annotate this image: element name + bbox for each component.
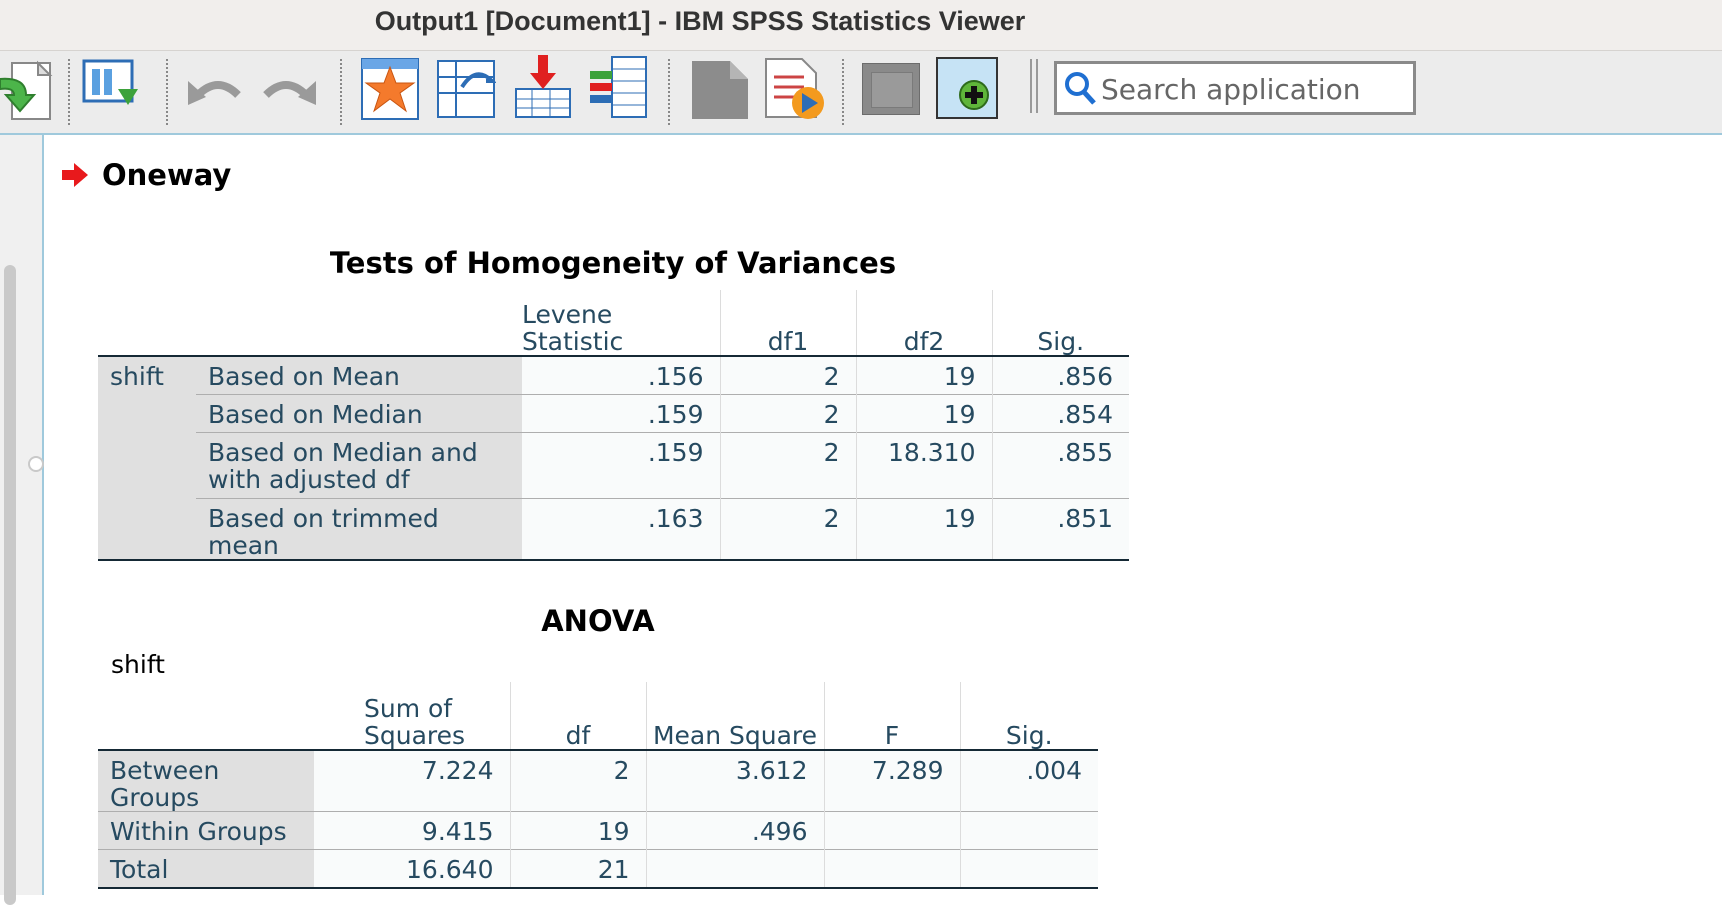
scrollbar-thumb[interactable] <box>4 265 16 905</box>
row-label: Based on Median and with adjusted df <box>196 431 522 498</box>
levene-table-title: Tests of Homogeneity of Variances <box>329 246 897 280</box>
table-cell <box>823 811 960 850</box>
table-cell: .854 <box>991 393 1129 432</box>
table-cell <box>823 849 960 888</box>
show-icon[interactable] <box>936 57 998 119</box>
row-label: Based on Median <box>196 393 522 432</box>
table-cell: 19 <box>509 811 646 850</box>
table-cell: .156 <box>522 356 720 394</box>
open-data-icon[interactable] <box>0 59 54 123</box>
table-cell: .496 <box>645 811 824 850</box>
column-header: Sig. <box>959 682 1098 750</box>
title-bar: Output1 [Document1] - IBM SPSS Statistic… <box>0 0 1722 51</box>
column-header: F <box>823 682 960 750</box>
table-cell: 7.289 <box>823 750 960 812</box>
table-cell: .159 <box>522 431 720 498</box>
column-header: df2 <box>855 290 992 356</box>
table-cell: 16.640 <box>314 849 510 888</box>
search-field[interactable] <box>1054 61 1416 115</box>
anova-table-title: ANOVA <box>541 604 655 638</box>
row-label: Based on trimmed mean <box>196 497 522 560</box>
variables-icon[interactable] <box>80 57 142 119</box>
table-cell <box>645 849 824 888</box>
output-heading[interactable]: Oneway <box>60 158 231 192</box>
table-cell: .855 <box>991 431 1129 498</box>
table-cell: 19 <box>855 356 992 394</box>
table-cell: .004 <box>959 750 1098 812</box>
run-icon[interactable] <box>764 57 826 123</box>
table-cell: .163 <box>522 497 720 560</box>
table-cell <box>959 849 1098 888</box>
row-group-label: shift <box>98 356 196 560</box>
row-label: Between Groups <box>98 750 314 812</box>
undo-icon[interactable] <box>184 71 242 111</box>
table-cell <box>959 811 1098 850</box>
table-cell: 2 <box>719 356 856 394</box>
column-header: df <box>509 682 646 750</box>
column-header: Mean Square <box>645 682 824 750</box>
redo-icon[interactable] <box>262 71 320 111</box>
insert-variable-icon[interactable] <box>588 55 650 121</box>
search-input[interactable] <box>1099 70 1413 108</box>
corner-cell <box>196 290 522 356</box>
row-label: Based on Mean <box>196 356 522 394</box>
table-cell: 2 <box>509 750 646 812</box>
table-cell: 19 <box>855 497 992 560</box>
table-cell: 21 <box>509 849 646 888</box>
row-label: Total <box>98 849 314 888</box>
row-label: Within Groups <box>98 811 314 850</box>
table-cell: 18.310 <box>855 431 992 498</box>
hide-icon[interactable] <box>862 63 920 115</box>
table-cell: 3.612 <box>645 750 824 812</box>
goto-case-icon[interactable] <box>360 57 420 121</box>
levene-table[interactable]: Levene Statistic df1 df2 Sig. shift Base… <box>98 290 1129 561</box>
column-header: Sig. <box>991 290 1129 356</box>
table-cell: 2 <box>719 497 856 560</box>
table-cell: .856 <box>991 356 1129 394</box>
table-cell: 19 <box>855 393 992 432</box>
designate-window-icon[interactable] <box>690 59 750 121</box>
search-icon <box>1065 72 1096 105</box>
table-cell: 7.224 <box>314 750 510 812</box>
table-cell: 9.415 <box>314 811 510 850</box>
column-header: df1 <box>719 290 856 356</box>
table-cell: .159 <box>522 393 720 432</box>
split-handle[interactable] <box>28 456 44 472</box>
outline-pane-divider[interactable] <box>0 135 44 905</box>
window-title: Output1 [Document1] - IBM SPSS Statistic… <box>374 6 1026 36</box>
table-cell: 2 <box>719 431 856 498</box>
anova-variable-label: shift <box>111 650 165 679</box>
column-header: Levene Statistic <box>522 300 624 356</box>
heading-text: Oneway <box>102 158 232 192</box>
corner-cell <box>98 290 196 356</box>
insert-cases-icon[interactable] <box>512 55 574 121</box>
red-arrow-icon <box>62 163 88 187</box>
table-cell: .851 <box>991 497 1129 560</box>
toolbar <box>0 51 1722 135</box>
column-header: Sum of Squares <box>364 694 466 750</box>
corner-cell <box>98 682 314 750</box>
table-cell: 2 <box>719 393 856 432</box>
goto-variable-icon[interactable] <box>436 57 496 121</box>
anova-table[interactable]: Sum of Squares df Mean Square F Sig. Bet… <box>98 682 1098 889</box>
